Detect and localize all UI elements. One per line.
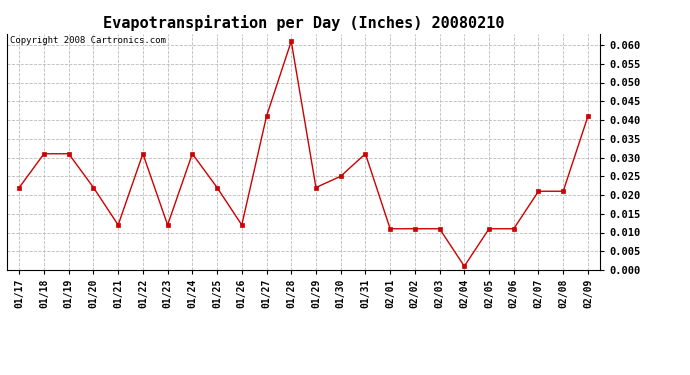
Text: Copyright 2008 Cartronics.com: Copyright 2008 Cartronics.com (10, 36, 166, 45)
Title: Evapotranspiration per Day (Inches) 20080210: Evapotranspiration per Day (Inches) 2008… (103, 15, 504, 31)
